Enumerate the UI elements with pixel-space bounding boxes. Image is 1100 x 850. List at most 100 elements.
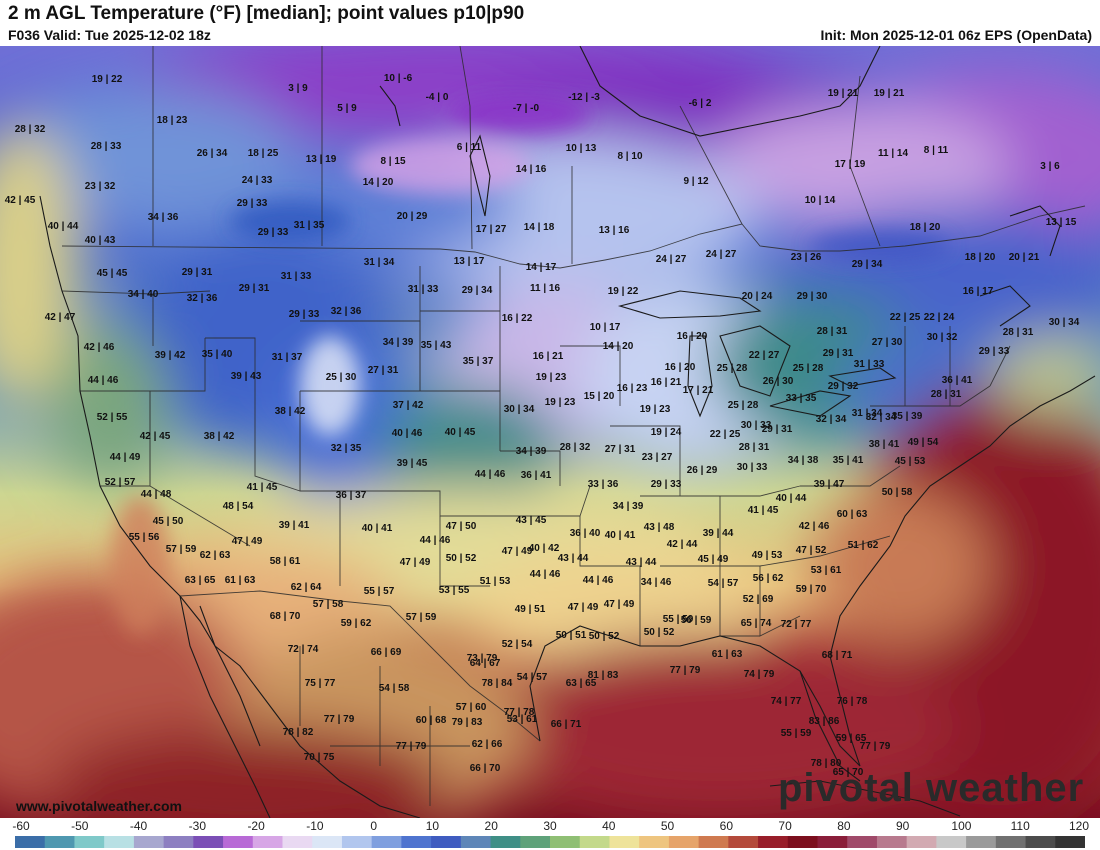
point-value-label: 38 | 41 <box>869 439 900 450</box>
point-value-label: 60 | 68 <box>416 715 447 726</box>
point-value-label: 34 | 36 <box>148 212 179 223</box>
point-value-label: 66 | 69 <box>371 647 402 658</box>
point-value-label: 35 | 37 <box>463 356 494 367</box>
point-value-label: 34 | 39 <box>383 337 414 348</box>
point-value-label: 18 | 20 <box>965 252 996 263</box>
point-value-label: 68 | 71 <box>822 650 853 661</box>
point-value-label: 13 | 15 <box>1046 217 1077 228</box>
point-value-label: 25 | 28 <box>728 400 759 411</box>
point-value-label: 19 | 24 <box>651 427 682 438</box>
point-value-label: 77 | 78 <box>504 707 535 718</box>
color-scale-tick-label: 10 <box>425 819 440 833</box>
point-value-label: 25 | 28 <box>717 363 748 374</box>
point-value-label: -4 | 0 <box>426 92 449 103</box>
point-value-label: 75 | 77 <box>305 678 336 689</box>
point-value-label: 50 | 52 <box>644 627 675 638</box>
point-value-label: 52 | 69 <box>743 594 774 605</box>
color-scale-swatch <box>163 836 194 848</box>
point-value-label: 62 | 63 <box>200 550 231 561</box>
color-scale-tick-label: -20 <box>247 819 265 833</box>
color-scale-swatch <box>847 836 878 848</box>
point-value-label: 17 | 21 <box>683 385 714 396</box>
site-url[interactable]: www.pivotalweather.com <box>16 798 182 814</box>
color-scale-tick-label: -40 <box>129 819 148 833</box>
point-value-label: 11 | 14 <box>878 148 908 159</box>
point-value-label: 31 | 37 <box>272 352 303 363</box>
point-value-label: 48 | 54 <box>223 501 254 512</box>
color-scale-swatch <box>758 836 789 848</box>
point-value-label: 28 | 31 <box>931 389 962 400</box>
point-value-label: 13 | 19 <box>306 154 337 165</box>
point-value-label: 28 | 32 <box>560 442 591 453</box>
point-value-label: 52 | 55 <box>97 412 128 423</box>
point-value-label: 16 | 22 <box>502 313 533 324</box>
point-value-label: 31 | 33 <box>281 271 312 282</box>
point-value-label: 57 | 59 <box>406 612 437 623</box>
point-value-label: 16 | 20 <box>665 362 696 373</box>
point-value-label: 49 | 54 <box>908 437 939 448</box>
coastlines <box>39 46 1096 818</box>
point-value-label: 27 | 31 <box>605 444 636 455</box>
point-value-label: 66 | 71 <box>551 719 582 730</box>
point-value-label: 3 | 9 <box>288 83 308 94</box>
point-value-label: 29 | 34 <box>852 259 883 270</box>
point-value-label: 56 | 62 <box>753 573 784 584</box>
color-scale-swatch <box>282 836 313 848</box>
point-value-label: 26 | 29 <box>687 465 718 476</box>
color-scale-swatch <box>44 836 76 848</box>
point-value-label: 53 | 61 <box>507 714 538 725</box>
point-value-label: 16 | 20 <box>677 331 708 342</box>
point-value-label: 28 | 31 <box>1003 327 1034 338</box>
point-value-label: 49 | 51 <box>515 604 546 615</box>
point-value-label: 18 | 20 <box>910 222 941 233</box>
point-value-label: 34 | 39 <box>516 446 547 457</box>
point-value-label: 29 | 31 <box>182 267 213 278</box>
point-value-label: 19 | 23 <box>536 372 567 383</box>
point-value-label: 34 | 46 <box>641 577 672 588</box>
color-scale-tick-label: 0 <box>370 819 377 833</box>
color-scale-swatch <box>193 836 224 848</box>
point-value-label: 13 | 16 <box>599 225 630 236</box>
color-scale-swatch <box>104 836 135 848</box>
brand-logo: pivotal weather <box>778 766 1085 810</box>
point-value-label: 29 | 31 <box>762 424 793 435</box>
point-value-label: 16 | 23 <box>617 383 648 394</box>
color-scale-swatch <box>639 836 670 848</box>
point-value-label: 32 | 34 <box>816 414 847 425</box>
point-value-label: 43 | 45 <box>516 515 547 526</box>
point-value-label: 40 | 44 <box>776 493 807 504</box>
point-value-label: 34 | 38 <box>788 455 819 466</box>
point-value-label: 56 | 59 <box>681 615 712 626</box>
point-value-label: 42 | 47 <box>45 312 76 323</box>
point-value-label: 57 | 58 <box>313 599 344 610</box>
temperature-field <box>0 46 1100 818</box>
color-scale-swatch <box>936 836 967 848</box>
color-scale-swatch <box>460 836 492 848</box>
point-value-label: 24 | 27 <box>656 254 687 265</box>
color-scale-swatch <box>1025 836 1056 848</box>
color-scale-swatch <box>817 836 848 848</box>
point-value-label: 40 | 44 <box>48 221 79 232</box>
color-scale-ticks: -60 -50 -40 -30 -20 -10 0 10 20 30 40 50 60 70 80 90 100… <box>0 818 1100 834</box>
point-value-label: 44 | 46 <box>475 469 506 480</box>
point-value-label: 10 | 17 <box>590 322 621 333</box>
point-value-label: 62 | 64 <box>291 582 322 593</box>
point-value-label: 57 | 60 <box>456 702 487 713</box>
point-value-label: 18 | 23 <box>157 115 188 126</box>
point-value-label: 23 | 27 <box>642 452 673 463</box>
weather-map[interactable]: 19 | 22 28 | 32 18 | 23 3 | 9 10 | -6 5 | 9 -4… <box>0 46 1100 818</box>
color-scale-swatch <box>876 836 908 848</box>
point-value-label: 50 | 51 <box>556 630 587 641</box>
point-value-label: 8 | 10 <box>617 151 642 162</box>
point-value-label: 16 | 17 <box>963 286 994 297</box>
point-value-label: 74 | 79 <box>744 669 775 680</box>
color-scale-tick-label: 60 <box>719 819 734 833</box>
point-value-label: 78 | 80 <box>811 758 842 769</box>
point-value-label: 24 | 33 <box>242 175 273 186</box>
point-value-label: 14 | 17 <box>526 262 557 273</box>
point-value-label: 55 | 57 <box>364 586 395 597</box>
point-value-label: 54 | 57 <box>708 578 739 589</box>
point-value-label: 79 | 83 <box>452 717 483 728</box>
point-value-label: 55 | 56 <box>129 532 160 543</box>
color-scale-swatch <box>966 836 997 848</box>
